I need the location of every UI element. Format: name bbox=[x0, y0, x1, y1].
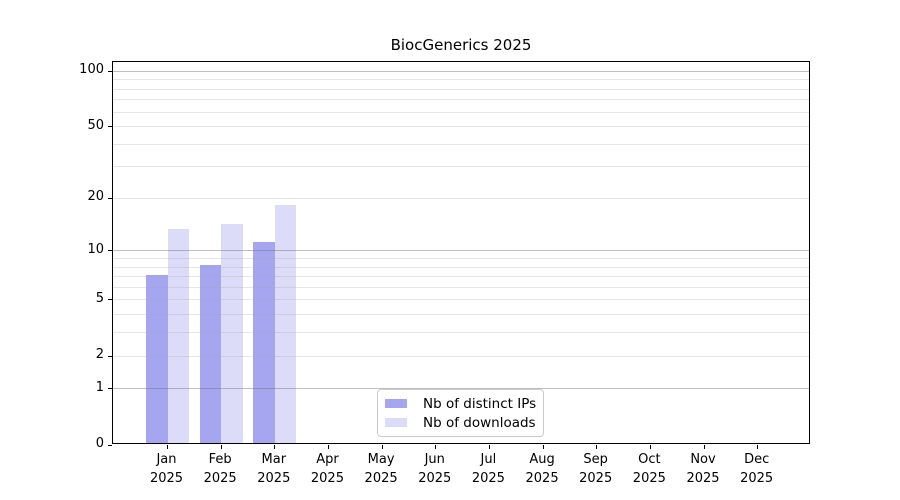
y-tick-label-10: 10 bbox=[87, 241, 104, 257]
y-tick-label-20: 20 bbox=[87, 189, 104, 205]
legend-item-distinct-ips: Nb of distinct IPs bbox=[385, 394, 543, 413]
gridline-minor-80 bbox=[113, 88, 809, 90]
x-tick-label-year: 2025 bbox=[632, 471, 666, 486]
x-tick-label-jun: Jun 2025 bbox=[403, 450, 467, 488]
bar-nb-of-downloads-feb bbox=[221, 223, 243, 443]
legend-swatch-downloads bbox=[385, 417, 407, 428]
bar-nb-of-distinct-ips-jan bbox=[146, 274, 168, 443]
x-tick-label-jul: Jul 2025 bbox=[456, 450, 520, 488]
x-tick-jan bbox=[167, 445, 168, 449]
x-tick-label-jan: Jan 2025 bbox=[135, 450, 199, 488]
x-tick-label-year: 2025 bbox=[579, 471, 613, 486]
x-tick-label-year: 2025 bbox=[364, 471, 398, 486]
gridline-minor-9 bbox=[113, 257, 809, 259]
gridline-minor-4 bbox=[113, 314, 809, 316]
x-tick-label-month: Oct bbox=[638, 452, 661, 467]
x-tick-label-oct: Oct 2025 bbox=[617, 450, 681, 488]
x-tick-label-month: May bbox=[367, 452, 395, 467]
x-tick-label-mar: Mar 2025 bbox=[242, 450, 306, 488]
bar-nb-of-downloads-jan bbox=[167, 229, 189, 443]
x-tick-jun bbox=[435, 445, 437, 449]
x-tick-label-may: May 2025 bbox=[349, 450, 413, 488]
x-tick-label-month: Jul bbox=[480, 452, 497, 467]
x-tick-label-feb: Feb 2025 bbox=[188, 450, 252, 488]
gridline-minor-90 bbox=[113, 79, 809, 81]
x-tick-label-month: Jun bbox=[424, 452, 445, 467]
y-tick-100 bbox=[108, 70, 112, 72]
x-tick-label-year: 2025 bbox=[740, 471, 774, 486]
chart-title: BiocGenerics 2025 bbox=[390, 36, 532, 54]
x-tick-may bbox=[381, 445, 383, 449]
y-tick-label-2: 2 bbox=[95, 347, 104, 362]
gridline-minor-3 bbox=[113, 332, 809, 334]
x-tick-label-sep: Sep 2025 bbox=[564, 450, 628, 488]
y-tick-0 bbox=[108, 444, 112, 446]
y-tick-label-50: 50 bbox=[87, 117, 104, 133]
x-tick-mar bbox=[274, 445, 276, 449]
x-tick-label-month: Mar bbox=[261, 452, 287, 467]
x-tick-label-year: 2025 bbox=[310, 471, 344, 486]
x-tick-label-month: Aug bbox=[529, 452, 555, 467]
x-tick-oct bbox=[649, 445, 651, 449]
x-tick-label-year: 2025 bbox=[418, 471, 452, 486]
x-tick-label-year: 2025 bbox=[686, 471, 720, 486]
x-tick-label-month: Feb bbox=[208, 452, 232, 467]
gridline-major-10 bbox=[113, 250, 809, 252]
x-tick-label-apr: Apr 2025 bbox=[295, 450, 359, 488]
y-tick-label-100: 100 bbox=[79, 62, 104, 78]
gridline-minor-6 bbox=[113, 286, 809, 288]
y-tick-50 bbox=[108, 126, 112, 128]
x-tick-jul bbox=[488, 445, 490, 449]
bar-nb-of-distinct-ips-feb bbox=[199, 265, 222, 443]
x-tick-label-nov: Nov 2025 bbox=[671, 450, 735, 488]
y-tick-1 bbox=[108, 388, 112, 390]
gridline-major-1 bbox=[113, 388, 809, 390]
y-tick-10 bbox=[108, 250, 112, 252]
gridline-minor-7 bbox=[113, 276, 809, 278]
x-tick-label-year: 2025 bbox=[525, 471, 559, 486]
x-tick-label-month: Jan bbox=[156, 452, 177, 467]
plot-area bbox=[108, 61, 810, 449]
gridline-minor-8 bbox=[113, 266, 809, 268]
y-tick-20 bbox=[108, 197, 112, 199]
x-tick-label-year: 2025 bbox=[471, 471, 505, 486]
x-tick-label-year: 2025 bbox=[149, 471, 184, 486]
legend-swatch-distinct-ips bbox=[385, 398, 407, 409]
gridline-minor-70 bbox=[113, 99, 809, 101]
legend: Nb of distinct IPs Nb of downloads bbox=[377, 389, 544, 437]
gridline-major-100 bbox=[113, 70, 809, 72]
y-tick-2 bbox=[108, 355, 112, 357]
y-tick-label-1: 1 bbox=[95, 379, 104, 395]
x-tick-feb bbox=[220, 445, 222, 449]
gridline-minor-5 bbox=[113, 299, 809, 301]
gridline-minor-40 bbox=[113, 143, 809, 145]
y-tick-label-5: 5 bbox=[95, 290, 104, 306]
gridline-minor-20 bbox=[113, 197, 809, 199]
x-tick-label-aug: Aug 2025 bbox=[510, 450, 574, 488]
gridline-minor-60 bbox=[113, 111, 809, 113]
x-tick-label-dec: Dec 2025 bbox=[725, 450, 789, 488]
x-tick-aug bbox=[542, 445, 544, 449]
x-tick-label-month: Dec bbox=[744, 452, 770, 467]
legend-label-downloads: Nb of downloads bbox=[423, 414, 536, 431]
y-tick-5 bbox=[108, 299, 112, 301]
gridline-minor-30 bbox=[113, 166, 809, 168]
x-tick-nov bbox=[703, 445, 705, 449]
gridline-minor-50 bbox=[113, 126, 809, 128]
x-tick-dec bbox=[757, 445, 759, 449]
x-tick-label-month: Apr bbox=[316, 452, 339, 467]
bar-nb-of-distinct-ips-mar bbox=[253, 241, 275, 443]
gridline-minor-2 bbox=[113, 355, 809, 357]
x-tick-sep bbox=[596, 445, 598, 449]
bar-nb-of-downloads-mar bbox=[274, 204, 297, 443]
x-tick-label-month: Nov bbox=[690, 452, 716, 467]
x-tick-label-year: 2025 bbox=[257, 471, 291, 486]
legend-item-downloads: Nb of downloads bbox=[385, 413, 543, 432]
legend-label-distinct-ips: Nb of distinct IPs bbox=[423, 395, 537, 412]
x-tick-label-month: Sep bbox=[583, 452, 608, 467]
x-tick-apr bbox=[327, 445, 329, 449]
x-tick-label-year: 2025 bbox=[203, 471, 237, 486]
y-tick-label-0: 0 bbox=[95, 436, 104, 451]
